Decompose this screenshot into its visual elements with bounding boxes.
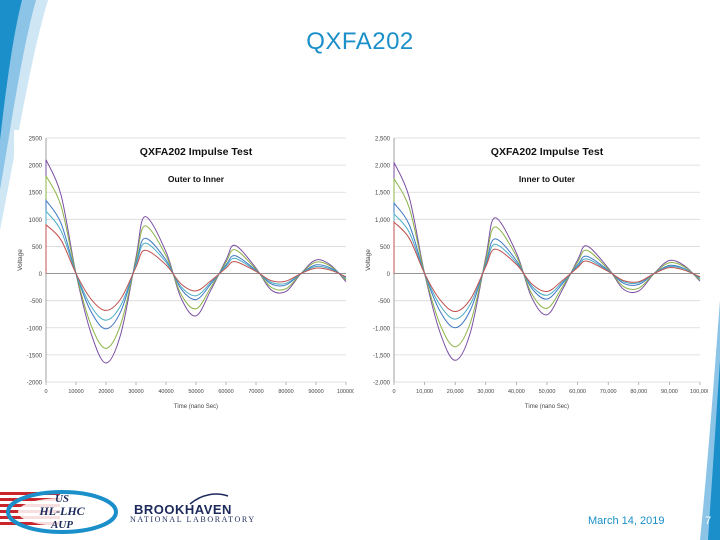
chart-subtitle: Inner to Outer — [519, 174, 576, 184]
x-tick-label: 90,000 — [661, 389, 678, 395]
x-tick-label: 30,000 — [477, 389, 494, 395]
x-tick-label: 100000 — [337, 389, 354, 395]
y-tick-label: -500 — [30, 299, 43, 305]
logo-aup-text: AUP — [50, 519, 73, 531]
x-tick-label: 20000 — [98, 389, 113, 395]
y-tick-label: -2,000 — [373, 381, 391, 387]
chart-title: QXFA202 Impulse Test — [491, 146, 604, 158]
x-tick-label: 80,000 — [630, 389, 647, 395]
y-tick-label: -2000 — [27, 381, 43, 387]
y-tick-label: 2,000 — [375, 164, 391, 170]
decorative-swoosh-left — [0, 0, 48, 230]
series-line-5 — [45, 223, 347, 311]
chart-subtitle: Outer to Inner — [168, 174, 225, 184]
series-line-5 — [393, 220, 701, 313]
y-tick-label: -1500 — [27, 353, 43, 359]
brookhaven-logo: BROOKHAVEN NATIONAL LABORATORY — [130, 492, 254, 528]
chart-outer-to-inner: 2500 2000 1500 1000 500 0 -500 -1000 -1500 -2000 0… — [14, 130, 354, 412]
x-tick-label: 40000 — [158, 389, 173, 395]
decorative-swoosh-right — [700, 300, 720, 540]
y-tick-label: -1,000 — [373, 326, 391, 332]
y-tick-label: 1500 — [29, 191, 43, 197]
y-tick-label: 1,500 — [375, 191, 391, 197]
series-line-2 — [45, 175, 347, 349]
x-tick-label: 90000 — [308, 389, 323, 395]
brookhaven-name: BROOKHAVEN — [134, 502, 232, 517]
impulse-chart-svg: 25002000150010005000-500-1000-1500-20000… — [17, 137, 354, 411]
logo-hl-lhc-text: HL-LHC — [38, 504, 85, 518]
x-tick-label: 70,000 — [600, 389, 617, 395]
series-line-1 — [45, 159, 347, 364]
x-tick-label: 60,000 — [569, 389, 586, 395]
y-tick-label: -500 — [378, 299, 391, 305]
x-tick-label: 80000 — [278, 389, 293, 395]
y-tick-label: 0 — [39, 272, 43, 278]
slide-date: March 14, 2019 — [588, 515, 665, 527]
y-tick-label: 2,500 — [375, 137, 391, 143]
y-tick-label: 500 — [380, 245, 391, 251]
us-hl-lhc-aup-logo: US HL-LHC AUP — [0, 490, 118, 534]
series-line-1 — [393, 162, 701, 361]
logo-us-text: US — [55, 493, 69, 505]
x-tick-label: 30000 — [128, 389, 143, 395]
y-axis-label: Voltage — [17, 249, 24, 271]
y-tick-label: -1000 — [27, 326, 43, 332]
x-tick-label: 100,000 — [690, 389, 708, 395]
x-tick-label: 10000 — [68, 389, 83, 395]
slide-title: QXFA202 — [306, 28, 414, 55]
impulse-chart-svg: 2,500 2,000 1,500 1,000 500 0 -500 -1,000 -1,500… — [365, 137, 708, 411]
series-line-2 — [393, 178, 701, 348]
chart-inner-to-outer: 2,500 2,000 1,500 1,000 500 0 -500 -1,000 -1,500… — [362, 130, 708, 412]
page-number: 7 — [705, 515, 712, 527]
x-tick-label: 70000 — [248, 389, 263, 395]
y-tick-label: 2500 — [29, 137, 43, 143]
y-tick-label: 2000 — [29, 164, 43, 170]
x-axis-label: Time (nano Sec) — [174, 404, 218, 410]
brookhaven-swoosh-icon — [189, 493, 229, 505]
series-line-4 — [393, 212, 701, 320]
series-line-3 — [393, 201, 701, 329]
x-tick-label: 10,000 — [416, 389, 433, 395]
y-tick-label: 500 — [32, 245, 43, 251]
chart-title: QXFA202 Impulse Test — [140, 146, 253, 158]
x-tick-label: 60000 — [218, 389, 233, 395]
y-tick-label: 1,000 — [375, 218, 391, 224]
x-tick-label: 0 — [392, 389, 395, 395]
x-tick-label: 40,000 — [508, 389, 525, 395]
brookhaven-subtitle: NATIONAL LABORATORY — [130, 515, 256, 524]
x-tick-label: 50,000 — [539, 389, 556, 395]
x-tick-label: 50000 — [188, 389, 203, 395]
y-axis-label: Voltage — [365, 249, 372, 271]
x-axis-label: Time (nano Sec) — [525, 404, 569, 410]
y-tick-label: 0 — [387, 272, 391, 278]
x-tick-label: 20,000 — [447, 389, 464, 395]
y-tick-label: 1000 — [29, 218, 43, 224]
x-tick-label: 0 — [44, 389, 47, 395]
series-line-4 — [45, 209, 347, 321]
y-tick-label: -1,500 — [373, 353, 391, 359]
